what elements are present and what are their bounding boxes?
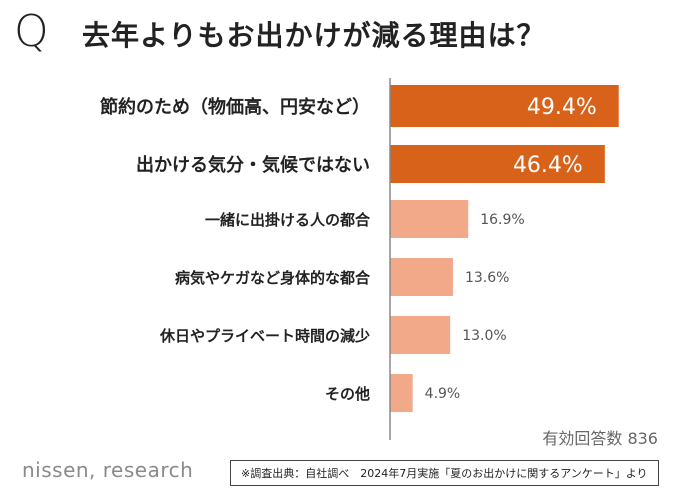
- source-note: ※調査出典：自社調べ 2024年7月実施「夏のお出かけに関するアンケート」より: [230, 460, 659, 486]
- value-label-3: 16.9%: [480, 212, 524, 228]
- question-mark: Q: [14, 6, 49, 57]
- category-label-2: 出かける気分・気候ではない: [136, 154, 370, 176]
- value-label-6: 4.9%: [425, 386, 461, 402]
- category-label-1: 節約のため（物価高、円安など）: [100, 96, 370, 118]
- bar-6: [390, 374, 413, 412]
- bar-4: [390, 258, 453, 296]
- value-label-4: 13.6%: [465, 270, 509, 286]
- chart-title: 去年よりもお出かけが減る理由は？: [82, 19, 546, 52]
- category-label-6: その他: [325, 385, 370, 403]
- respondent-count: 有効回答数 836: [542, 429, 658, 448]
- category-label-4: 病気やケガなど身体的な都合: [175, 269, 371, 287]
- value-label-5: 13.0%: [462, 328, 506, 344]
- category-label-5: 休日やプライベート時間の減少: [159, 327, 370, 345]
- value-label-1: 49.4%: [527, 95, 597, 120]
- brand-logo: nissen, research: [22, 458, 194, 482]
- bar-2: [390, 145, 605, 183]
- value-label-2: 46.4%: [513, 153, 583, 178]
- bar-5: [390, 316, 451, 354]
- bar-3: [390, 200, 469, 238]
- category-label-3: 一緒に出掛ける人の都合: [205, 211, 371, 229]
- bar-1: [390, 85, 619, 127]
